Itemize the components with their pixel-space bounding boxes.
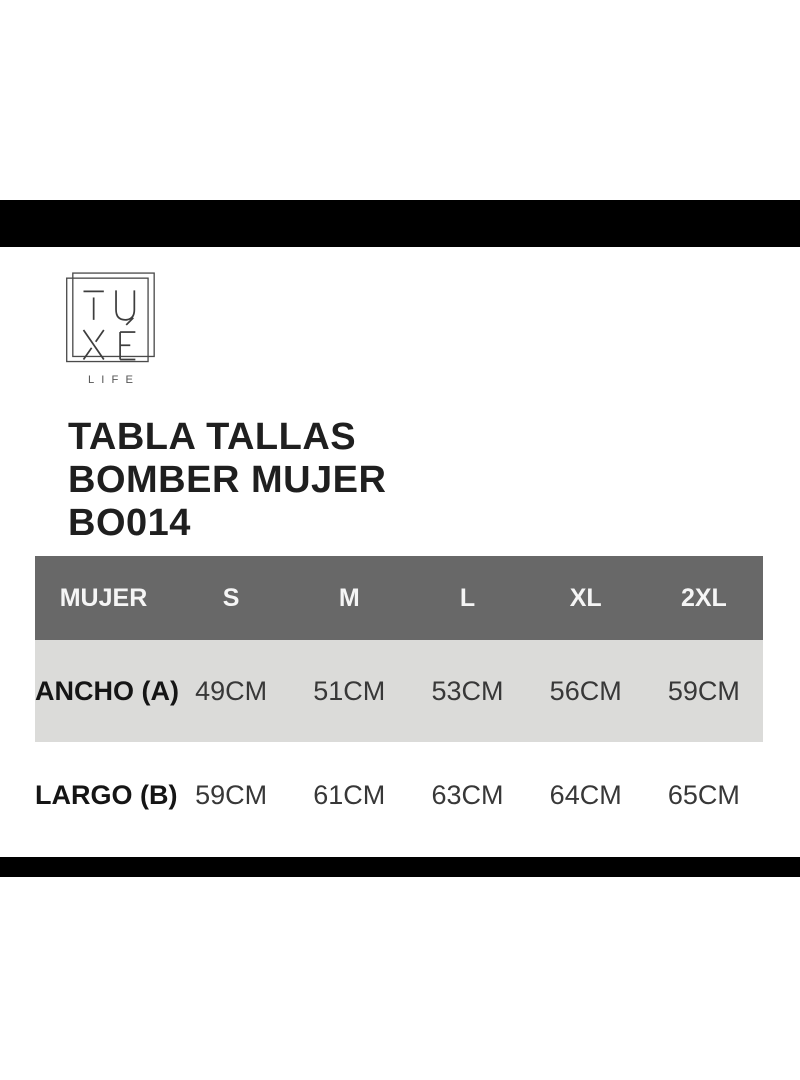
title-line-1: TABLA TALLAS: [68, 416, 357, 458]
logo-outer-square: [66, 277, 149, 363]
header-cell-m: M: [338, 583, 360, 612]
header-cell-mujer: MUJER: [59, 583, 148, 612]
header-cell-xl: XL: [569, 583, 602, 612]
title-line-3: BO014: [68, 502, 191, 544]
row-label-ancho: ANCHO (A): [35, 675, 179, 706]
header-cell-s: S: [222, 583, 240, 612]
largo-value-l: 63CM: [431, 779, 504, 810]
ancho-value-l: 53CM: [431, 675, 504, 706]
largo-value-xl: 64CM: [549, 779, 622, 810]
ancho-value-2xl: 59CM: [667, 675, 740, 706]
logo-monogram: [82, 290, 136, 361]
row-label-largo: LARGO (B): [35, 779, 178, 810]
page-title: TABLA TALLAS BOMBER MUJER BO014: [68, 416, 386, 545]
tuxe-logo-icon: LIFE: [66, 272, 155, 386]
table-row-ancho: ANCHO (A) 49CM 51CM 53CM 56CM 59CM: [35, 640, 763, 742]
size-table-header-row: MUJER S M L XL 2XL: [35, 556, 763, 640]
title-line-2: BOMBER MUJER: [68, 459, 387, 501]
header-cell-l: L: [459, 583, 476, 612]
logo-subtext: LIFE: [88, 374, 140, 386]
logo-inner-square: [72, 272, 155, 358]
brand-logo: LIFE: [63, 269, 165, 389]
largo-value-m: 61CM: [313, 779, 386, 810]
ancho-value-s: 49CM: [195, 675, 268, 706]
top-divider-bar: [0, 200, 800, 247]
ancho-value-m: 51CM: [313, 675, 386, 706]
ancho-value-xl: 56CM: [549, 675, 622, 706]
header-cell-2xl: 2XL: [680, 583, 727, 612]
size-table: MUJER S M L XL 2XL ANCHO (A) 49CM 51CM 5…: [35, 556, 763, 848]
bottom-divider-bar: [0, 857, 800, 877]
table-row-largo: LARGO (B) 59CM 61CM 63CM 64CM 65CM: [35, 742, 763, 848]
largo-value-s: 59CM: [195, 779, 268, 810]
largo-value-2xl: 65CM: [667, 779, 740, 810]
